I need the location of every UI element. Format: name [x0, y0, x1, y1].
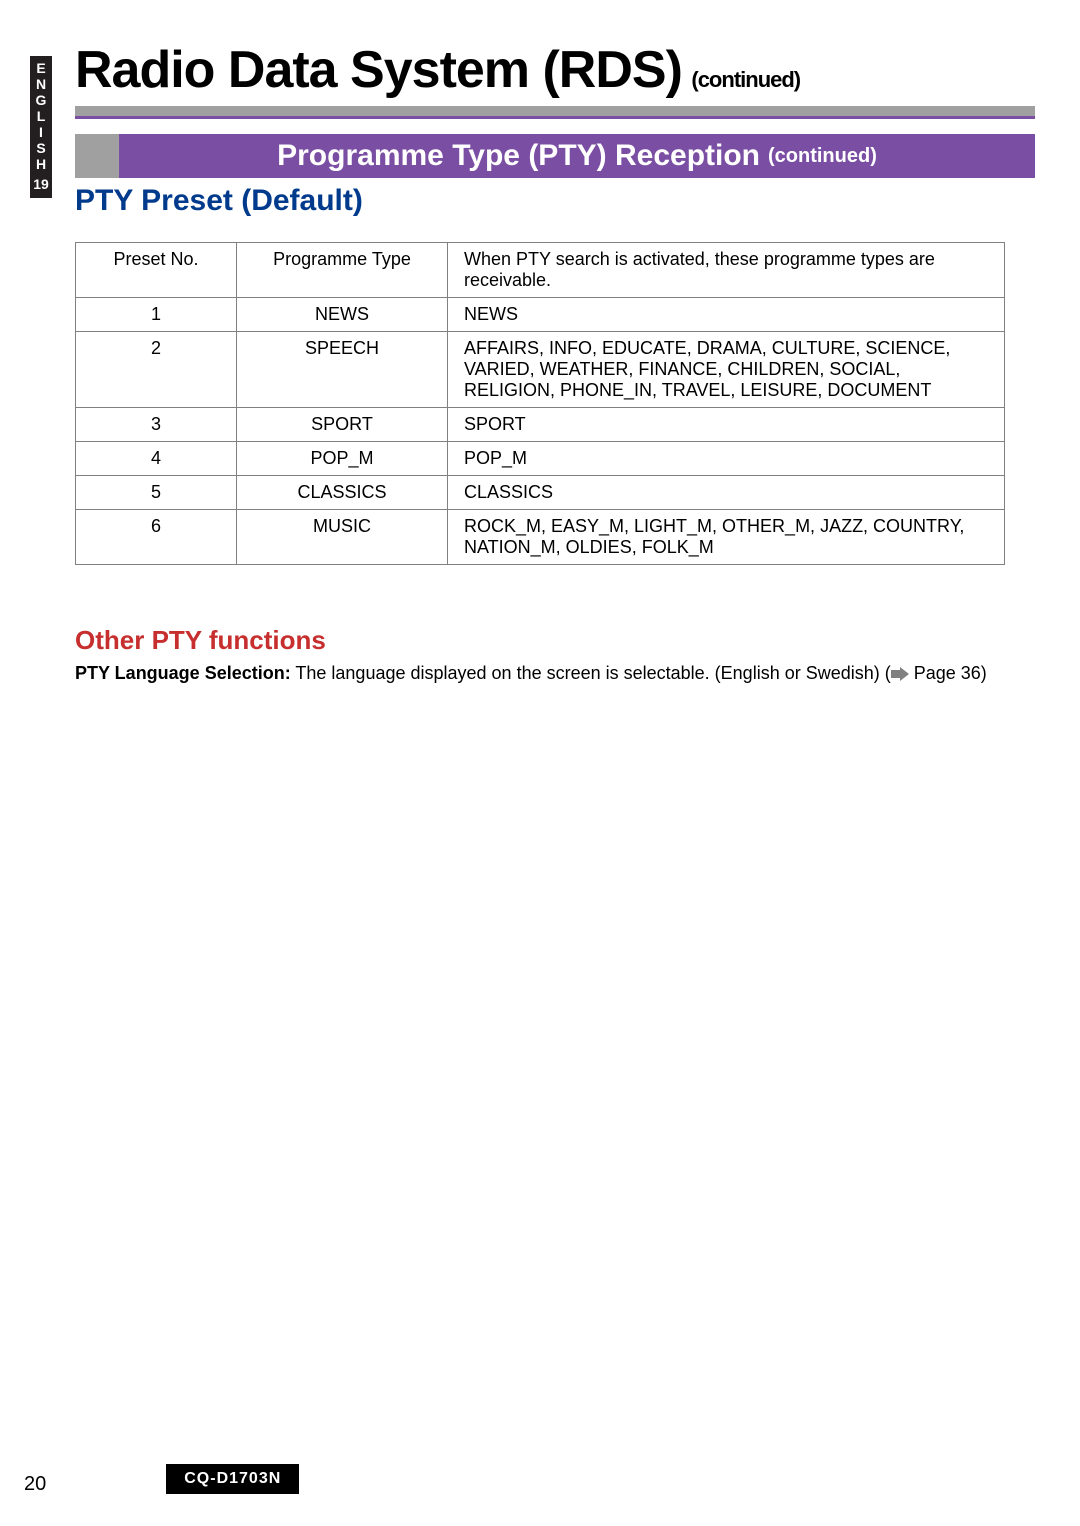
cell-description: POP_M: [448, 442, 1005, 476]
lang-letter: E: [30, 60, 52, 76]
rule-grey: [75, 106, 1035, 116]
rule-purple: [75, 116, 1035, 119]
page-footer: 20 CQ-D1703N: [24, 1461, 1024, 1496]
body-bold-lead: PTY Language Selection:: [75, 663, 291, 683]
table-row: 2 SPEECH AFFAIRS, INFO, EDUCATE, DRAMA, …: [76, 332, 1005, 408]
title-rule: [75, 106, 1035, 120]
lang-letter: L: [30, 108, 52, 124]
table-header-row: Preset No. Programme Type When PTY searc…: [76, 243, 1005, 298]
pty-preset-table: Preset No. Programme Type When PTY searc…: [75, 242, 1005, 565]
table-row: 3 SPORT SPORT: [76, 408, 1005, 442]
lang-letter: I: [30, 124, 52, 140]
col-header-programme-type: Programme Type: [237, 243, 448, 298]
section-banner: Programme Type (PTY) Reception (continue…: [75, 134, 1035, 178]
cell-programme-type: NEWS: [237, 298, 448, 332]
lang-letter: S: [30, 140, 52, 156]
table-row: 4 POP_M POP_M: [76, 442, 1005, 476]
cell-preset-no: 6: [76, 510, 237, 565]
banner-title: Programme Type (PTY) Reception: [277, 139, 760, 173]
table-row: 6 MUSIC ROCK_M, EASY_M, LIGHT_M, OTHER_M…: [76, 510, 1005, 565]
cell-programme-type: CLASSICS: [237, 476, 448, 510]
cell-programme-type: SPORT: [237, 408, 448, 442]
language-tab: E N G L I S H 19: [30, 56, 52, 198]
other-functions-title: Other PTY functions: [75, 625, 1035, 656]
table-row: 5 CLASSICS CLASSICS: [76, 476, 1005, 510]
main-title-text: Radio Data System (RDS): [75, 41, 682, 99]
cell-preset-no: 3: [76, 408, 237, 442]
cell-programme-type: POP_M: [237, 442, 448, 476]
main-title-continued: (continued): [691, 67, 800, 92]
page-number: 20: [24, 1473, 46, 1496]
banner-right-box: Programme Type (PTY) Reception (continue…: [119, 134, 1035, 178]
arrow-right-icon: [891, 667, 909, 681]
banner-left-box: [75, 134, 119, 178]
col-header-description: When PTY search is activated, these prog…: [448, 243, 1005, 298]
cell-description: ROCK_M, EASY_M, LIGHT_M, OTHER_M, JAZZ, …: [448, 510, 1005, 565]
cell-preset-no: 5: [76, 476, 237, 510]
subsection-title: PTY Preset (Default): [75, 184, 1035, 218]
lang-letter: N: [30, 76, 52, 92]
cell-programme-type: SPEECH: [237, 332, 448, 408]
section-number: 19: [30, 172, 52, 198]
cell-description: CLASSICS: [448, 476, 1005, 510]
cell-programme-type: MUSIC: [237, 510, 448, 565]
lang-letter: H: [30, 156, 52, 172]
page-main-title: Radio Data System (RDS) (continued): [75, 40, 1035, 100]
cell-description: NEWS: [448, 298, 1005, 332]
table-row: 1 NEWS NEWS: [76, 298, 1005, 332]
body-rest: The language displayed on the screen is …: [291, 663, 891, 683]
cell-description: AFFAIRS, INFO, EDUCATE, DRAMA, CULTURE, …: [448, 332, 1005, 408]
cell-preset-no: 4: [76, 442, 237, 476]
col-header-preset-no: Preset No.: [76, 243, 237, 298]
cell-preset-no: 2: [76, 332, 237, 408]
banner-continued: (continued): [768, 145, 877, 168]
lang-letter: G: [30, 92, 52, 108]
model-number: CQ-D1703N: [166, 1464, 299, 1494]
body-paragraph: PTY Language Selection: The language dis…: [75, 662, 1035, 685]
cell-description: SPORT: [448, 408, 1005, 442]
cell-preset-no: 1: [76, 298, 237, 332]
body-pageref: Page 36): [909, 663, 987, 683]
